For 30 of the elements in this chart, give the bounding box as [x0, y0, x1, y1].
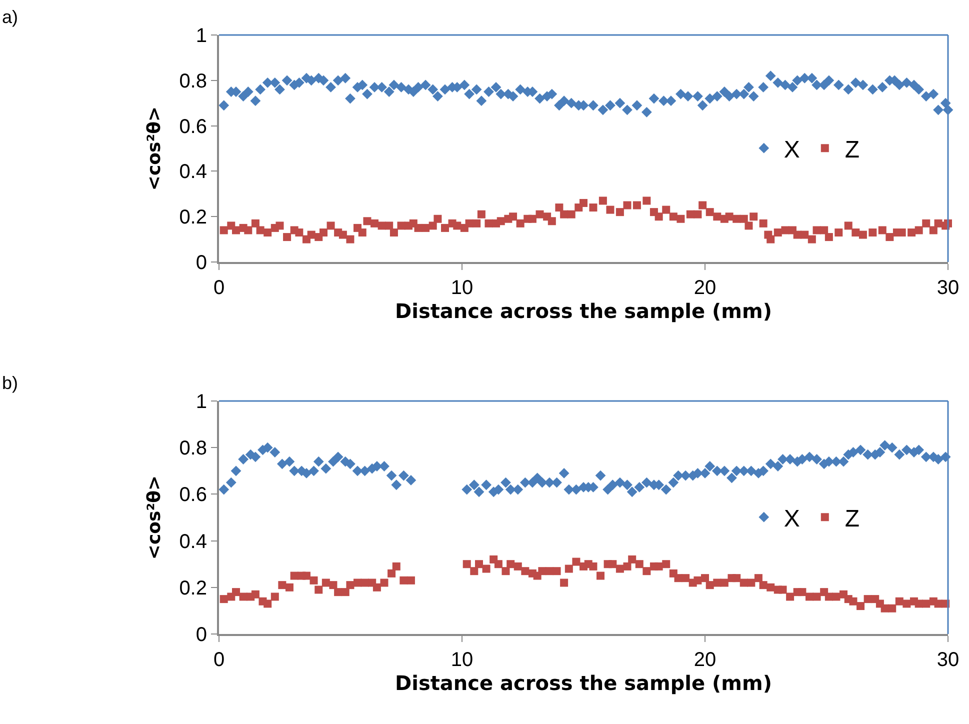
y-tick-label: 1	[196, 25, 207, 47]
text: a)	[2, 7, 18, 27]
x-tick-label: 20	[694, 277, 716, 299]
x-axis-title: Distance across the sample (mm)	[395, 671, 772, 695]
y-tick-label: 0.2	[179, 206, 207, 229]
legend-label: X	[784, 505, 800, 532]
y-tick-label: 0.8	[179, 70, 207, 92]
legend-label: Z	[844, 136, 860, 164]
x-tick-label: 30	[936, 649, 960, 671]
y-tick-label: 1	[196, 391, 207, 413]
x-tick-label: 0	[213, 649, 225, 671]
x-tick-label: 30	[936, 277, 960, 299]
x-tick-label: 20	[694, 649, 716, 671]
x-tick-label: 0	[213, 277, 225, 299]
y-axis-title: <cos²θ>	[144, 475, 165, 560]
x-axis-title: Distance across the sample (mm)	[395, 299, 772, 323]
y-tick-label: 0.6	[179, 484, 207, 506]
x-tick-label: 10	[450, 649, 474, 671]
y-tick-label: 0.2	[179, 577, 207, 600]
legend-label: Z	[844, 505, 860, 532]
y-tick-label: 0.8	[179, 438, 207, 460]
y-tick-label: 0.4	[179, 530, 207, 553]
y-tick-label: 0.6	[179, 116, 207, 138]
y-axis-title: <cos²θ>	[144, 106, 165, 191]
y-tick-label: 0	[196, 624, 207, 646]
y-tick-label: 0.4	[179, 161, 207, 184]
text: b)	[2, 373, 18, 393]
legend-label: X	[784, 136, 800, 164]
y-tick-label: 0	[196, 252, 207, 274]
x-tick-label: 10	[450, 277, 474, 299]
